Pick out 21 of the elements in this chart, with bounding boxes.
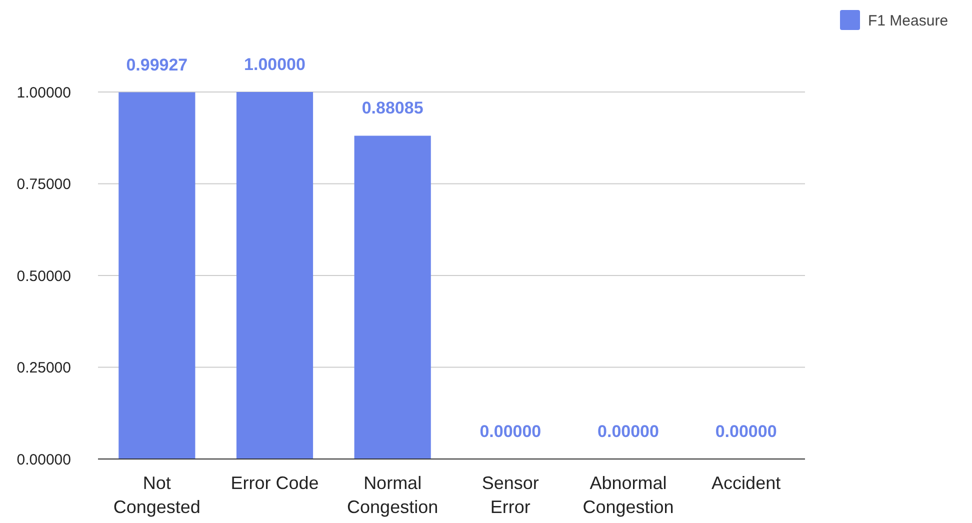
x-tick-label: Error Code: [230, 473, 319, 493]
data-label: 0.00000: [480, 422, 542, 441]
bar: [354, 136, 431, 459]
legend-label: F1 Measure: [868, 12, 948, 30]
y-tick-label: 0.50000: [16, 268, 71, 285]
y-tick-label: 1.00000: [16, 84, 71, 102]
x-tick-label: Abnormal Congestion: [582, 473, 674, 517]
data-label: 1.00000: [244, 55, 306, 74]
x-tick-label: Not Congested: [113, 473, 200, 517]
bar: [236, 92, 314, 459]
data-label: 0.00000: [598, 422, 659, 441]
data-label: 0.00000: [715, 422, 777, 441]
x-tick-label: Normal Congestion: [347, 473, 438, 517]
x-tick-label: Accident: [712, 473, 781, 493]
y-tick-label: 0.00000: [16, 451, 71, 468]
data-label: 0.99927: [126, 55, 188, 74]
data-label: 0.88085: [362, 98, 424, 118]
y-tick-label: 0.75000: [16, 176, 71, 193]
x-tick-label: Sensor Error: [482, 473, 539, 517]
y-tick-label: 0.25000: [16, 360, 71, 376]
bar: [118, 92, 196, 459]
